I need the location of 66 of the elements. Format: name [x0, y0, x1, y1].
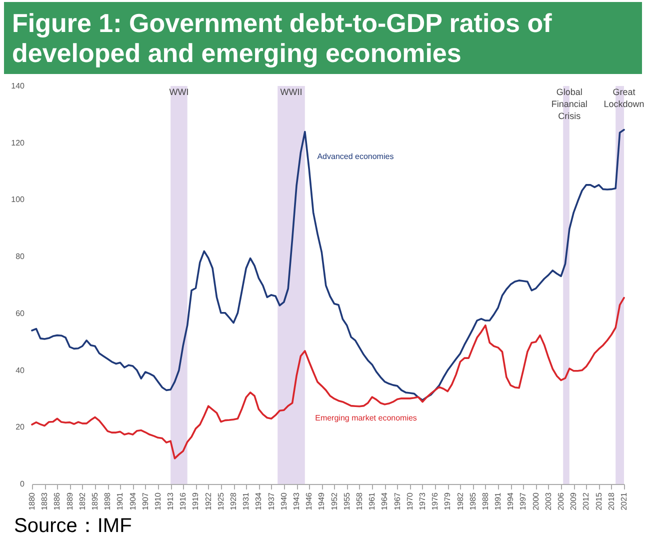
x-tick-label: 1958 — [354, 492, 364, 510]
x-tick-label: 1919 — [191, 492, 200, 510]
line-series — [31, 296, 625, 460]
x-tick-label: 1949 — [317, 492, 326, 510]
x-tick-label: 1961 — [368, 492, 377, 510]
x-tick-label: 1937 — [266, 492, 276, 510]
line-series — [31, 128, 625, 402]
x-tick-label: 1895 — [90, 492, 100, 510]
x-tick-label: 1988 — [480, 492, 490, 510]
x-tick-label: 1898 — [103, 492, 112, 510]
y-tick-label: 40 — [16, 366, 26, 375]
band-label: WWII — [280, 87, 302, 97]
x-tick-label: 1955 — [342, 492, 352, 510]
x-tick-label: 1952 — [330, 492, 339, 510]
x-tick-label: 1982 — [456, 492, 465, 510]
x-tick-label: 1991 — [494, 492, 503, 510]
y-tick-label: 100 — [11, 195, 26, 204]
band-label: Global Financial Crisis — [551, 87, 588, 121]
x-tick-label: 1994 — [506, 492, 516, 510]
x-tick-label: 1883 — [40, 492, 50, 510]
x-tick-label: 1934 — [254, 492, 264, 510]
annotation: Advanced economies — [317, 152, 394, 162]
x-tick-label: 1904 — [128, 492, 138, 510]
x-tick-label: 1880 — [28, 492, 36, 510]
x-tick-label: 1979 — [443, 492, 452, 510]
y-tick-label: 20 — [16, 422, 26, 432]
y-tick-label: 120 — [11, 138, 26, 148]
x-tick-label: 1946 — [304, 492, 314, 510]
x-tick-label: 1907 — [140, 492, 150, 510]
band-label: Great Lockdown — [604, 87, 644, 109]
x-tick-label: 1967 — [392, 492, 402, 510]
x-tick-label: 2012 — [582, 492, 591, 510]
chart-title: Figure 1: Government debt-to-GDP ratios of developed and emerging economies — [4, 2, 642, 74]
x-tick-label: 1913 — [166, 492, 176, 510]
x-tick-label: 1928 — [229, 492, 238, 510]
x-tick-label: 1940 — [279, 492, 288, 510]
x-tick-label: 2003 — [544, 492, 553, 510]
y-tick-label: 0 — [20, 480, 26, 488]
x-tick-label: 2009 — [569, 492, 578, 510]
x-tick-label: 2018 — [606, 492, 616, 510]
x-tick-label: 1970 — [405, 492, 414, 510]
x-tick-label: 1886 — [52, 492, 62, 510]
x-tick-label: 2006 — [556, 492, 566, 510]
x-tick-label: 1973 — [418, 492, 427, 510]
x-tick-label: 1922 — [204, 492, 213, 510]
x-tick-label: 1901 — [116, 492, 125, 510]
y-tick-label: 60 — [16, 308, 26, 318]
x-tick-label: 1943 — [292, 492, 302, 510]
band-label: WWI — [169, 87, 189, 97]
x-tick-label: 2015 — [594, 492, 604, 510]
x-tick-label: 1916 — [178, 492, 188, 510]
x-tick-label: 1985 — [468, 492, 478, 510]
x-tick-label: 1931 — [242, 492, 251, 510]
x-tick-label: 1964 — [380, 492, 390, 510]
source-note: Source：IMF — [14, 514, 133, 539]
annotation: Emerging market economies — [315, 414, 417, 423]
x-tick-label: 1889 — [65, 492, 74, 510]
y-tick-label: 80 — [16, 252, 26, 262]
x-tick-label: 1892 — [78, 492, 87, 510]
y-tick-label: 140 — [11, 82, 26, 90]
x-tick-label: 2000 — [531, 492, 540, 510]
x-tick-label: 1910 — [153, 492, 162, 510]
x-tick-label: 2021 — [620, 492, 628, 510]
x-tick-label: 1997 — [518, 492, 528, 510]
x-tick-label: 1976 — [430, 492, 440, 510]
x-tick-label: 1925 — [216, 492, 226, 510]
